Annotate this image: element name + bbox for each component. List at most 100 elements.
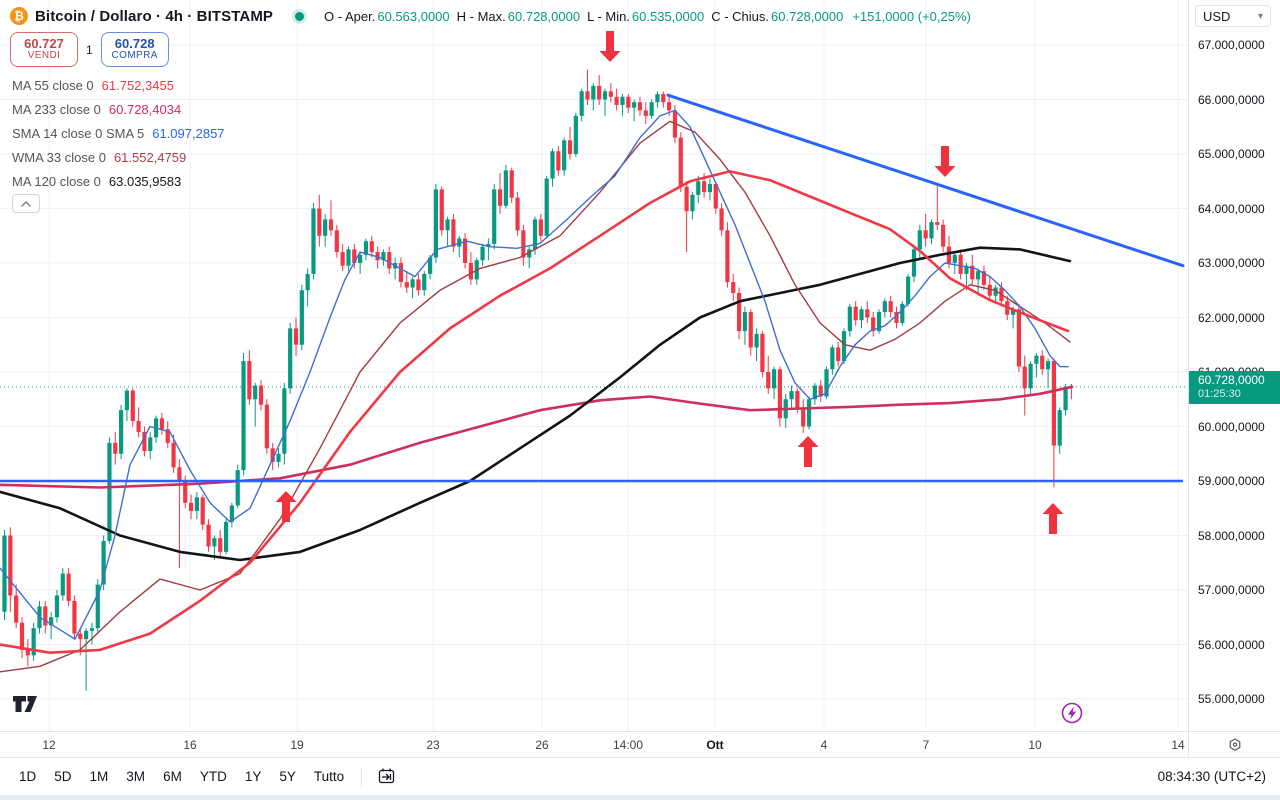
time-axis-label: 12 xyxy=(42,738,56,752)
indicator-value: 61.752,3455 xyxy=(101,77,174,93)
change-value: +151,0000 (+0,25%) xyxy=(852,8,971,24)
tradingview-logo[interactable] xyxy=(13,696,37,712)
clock-timezone[interactable]: 08:34:30 (UTC+2) xyxy=(1157,769,1266,784)
time-axis-label: 19 xyxy=(290,738,304,752)
buy-label: COMPRA xyxy=(111,50,158,62)
axis-settings-corner[interactable] xyxy=(1188,731,1280,758)
time-axis-label: 16 xyxy=(183,738,197,752)
sell-button[interactable]: 60.727 VENDI xyxy=(10,32,78,67)
ohlc-label: H - Max. xyxy=(456,8,506,24)
price-axis-label: 56.000,0000 xyxy=(1198,637,1265,652)
price-axis-label: 57.000,0000 xyxy=(1198,583,1265,597)
range-button-3m[interactable]: 3M xyxy=(126,769,146,784)
sell-label: VENDI xyxy=(27,50,61,62)
range-button-1d[interactable]: 1D xyxy=(19,769,37,784)
market-status-icon[interactable] xyxy=(295,11,305,21)
time-axis-label: 14 xyxy=(1171,738,1185,752)
ohlc-value: 60.535,0000 xyxy=(631,8,705,24)
price-axis-label: 63.000,0000 xyxy=(1198,256,1265,270)
ohlc-value: 60.728,0000 xyxy=(507,8,581,24)
bottom-strip xyxy=(0,795,1280,800)
ohlc-value: 60.728,0000 xyxy=(771,8,844,24)
ohlc-value: 60.563,0000 xyxy=(377,8,450,24)
down-arrow-icon xyxy=(934,166,956,177)
arrow-annotations[interactable] xyxy=(275,31,1064,534)
currency-label: USD xyxy=(1203,8,1231,24)
indicator-row[interactable]: MA 55 close 0 61.752,3455 xyxy=(12,73,225,97)
indicator-row[interactable]: SMA 14 close 0 SMA 5 61.097,2857 xyxy=(12,121,225,145)
ma-line xyxy=(0,120,1071,673)
ohlc-label: C - Chius. xyxy=(711,8,770,24)
symbol-title[interactable]: Bitcoin / Dollaro · 4h · BITSTAMP xyxy=(35,7,274,25)
range-button-6m[interactable]: 6M xyxy=(163,769,182,784)
price-axis-label: 59.000,0000 xyxy=(1198,474,1265,488)
ohlc-values: O - Aper. 60.563,0000 H - Max. 60.728,0000 L… xyxy=(324,9,971,24)
indicator-row[interactable]: WMA 33 close 0 61.552,4759 xyxy=(12,145,225,169)
bar-countdown: 01:25:30 xyxy=(1198,388,1241,401)
up-arrow-icon xyxy=(275,491,297,502)
indicator-value: 63.035,9583 xyxy=(108,173,182,189)
sell-price: 60.727 xyxy=(24,36,64,52)
candles-layer xyxy=(2,69,1074,691)
down-arrow-icon xyxy=(599,51,621,62)
time-axis-label: 7 xyxy=(922,738,930,752)
go-to-date-button[interactable] xyxy=(372,765,400,789)
legend-collapse-button[interactable] xyxy=(12,194,40,213)
buy-price: 60.728 xyxy=(114,36,155,52)
chart-area: ₿ Bitcoin / Dollaro · 4h · BITSTAMP O - … xyxy=(0,0,1188,731)
ohlc-label: L - Min. xyxy=(587,8,630,24)
chevron-down-icon: ▾ xyxy=(1257,10,1263,22)
date-range-buttons: 1D 5D 1M 3M 6M YTD 1Y 5Y Tutto xyxy=(12,765,351,788)
indicator-legend: MA 55 close 0 61.752,3455 MA 233 close 0 60… xyxy=(12,73,225,193)
candlestick-chart[interactable] xyxy=(0,0,1188,731)
range-button-1m[interactable]: 1M xyxy=(89,769,109,784)
indicator-value: 61.097,2857 xyxy=(152,125,225,141)
range-button-5d[interactable]: 5D xyxy=(54,769,72,784)
price-axis[interactable]: USD ▾ 67.000,0000 66.000,0000 65.000,0000 6… xyxy=(1188,0,1280,731)
time-axis[interactable]: 12 16 19 23 26 14:00 Ott 4 7 10 14 xyxy=(0,731,1188,758)
ma-line xyxy=(0,109,1069,640)
indicator-name: MA 233 close 0 xyxy=(12,101,101,117)
bitcoin-icon: ₿ xyxy=(10,7,28,25)
range-button-tutto[interactable]: Tutto xyxy=(313,769,345,784)
price-axis-label: 64.000,0000 xyxy=(1198,201,1265,216)
range-button-5y[interactable]: 5Y xyxy=(279,769,296,784)
time-axis-label: Ott xyxy=(706,738,724,752)
spread-value: 1 xyxy=(86,42,93,57)
symbol-header: ₿ Bitcoin / Dollaro · 4h · BITSTAMP O - … xyxy=(10,7,971,25)
time-axis-label: 4 xyxy=(820,738,828,752)
toolbar-divider xyxy=(361,766,363,787)
time-axis-label: 23 xyxy=(426,738,440,752)
chart-background xyxy=(0,0,1188,731)
indicator-value: 61.552,4759 xyxy=(113,149,187,165)
overlays-layer xyxy=(0,109,1074,673)
indicator-name: MA 55 close 0 xyxy=(12,77,94,93)
up-arrow-icon xyxy=(797,436,819,447)
lightning-icon[interactable] xyxy=(1061,702,1083,724)
trade-buttons: 60.727 VENDI 1 60.728 COMPRA xyxy=(10,32,169,67)
indicator-row[interactable]: MA 233 close 0 60.728,4034 xyxy=(12,97,225,121)
range-button-ytd[interactable]: YTD xyxy=(199,769,227,784)
chevron-up-icon xyxy=(21,200,31,207)
indicator-row[interactable]: MA 120 close 0 63.035,9583 xyxy=(12,169,225,193)
price-axis-label: 60.000,0000 xyxy=(1198,419,1265,434)
buy-button[interactable]: 60.728 COMPRA xyxy=(100,32,169,67)
time-axis-label: 10 xyxy=(1028,738,1042,752)
last-price-badge: 60.728,0000 01:25:30 xyxy=(1189,370,1280,404)
price-axis-label: 65.000,0000 xyxy=(1198,147,1265,161)
up-arrow-icon xyxy=(1042,503,1064,514)
gear-icon xyxy=(1229,738,1241,751)
bottom-toolbar: 1D 5D 1M 3M 6M YTD 1Y 5Y Tutto 08:34:30 (UTC+2) xyxy=(0,757,1280,795)
price-axis-label: 55.000,0000 xyxy=(1198,692,1265,706)
indicator-name: MA 120 close 0 xyxy=(12,173,101,189)
time-axis-label: 14:00 xyxy=(612,738,644,752)
price-axis-label: 58.000,0000 xyxy=(1198,528,1265,543)
ma-line xyxy=(0,385,1074,489)
indicator-name: SMA 14 close 0 SMA 5 xyxy=(12,125,145,141)
currency-selector[interactable]: USD ▾ xyxy=(1195,5,1271,27)
indicator-name: WMA 33 close 0 xyxy=(12,149,106,165)
descending-trendline[interactable] xyxy=(666,93,1185,268)
calendar-goto-icon xyxy=(378,768,394,784)
range-button-1y[interactable]: 1Y xyxy=(244,769,262,784)
